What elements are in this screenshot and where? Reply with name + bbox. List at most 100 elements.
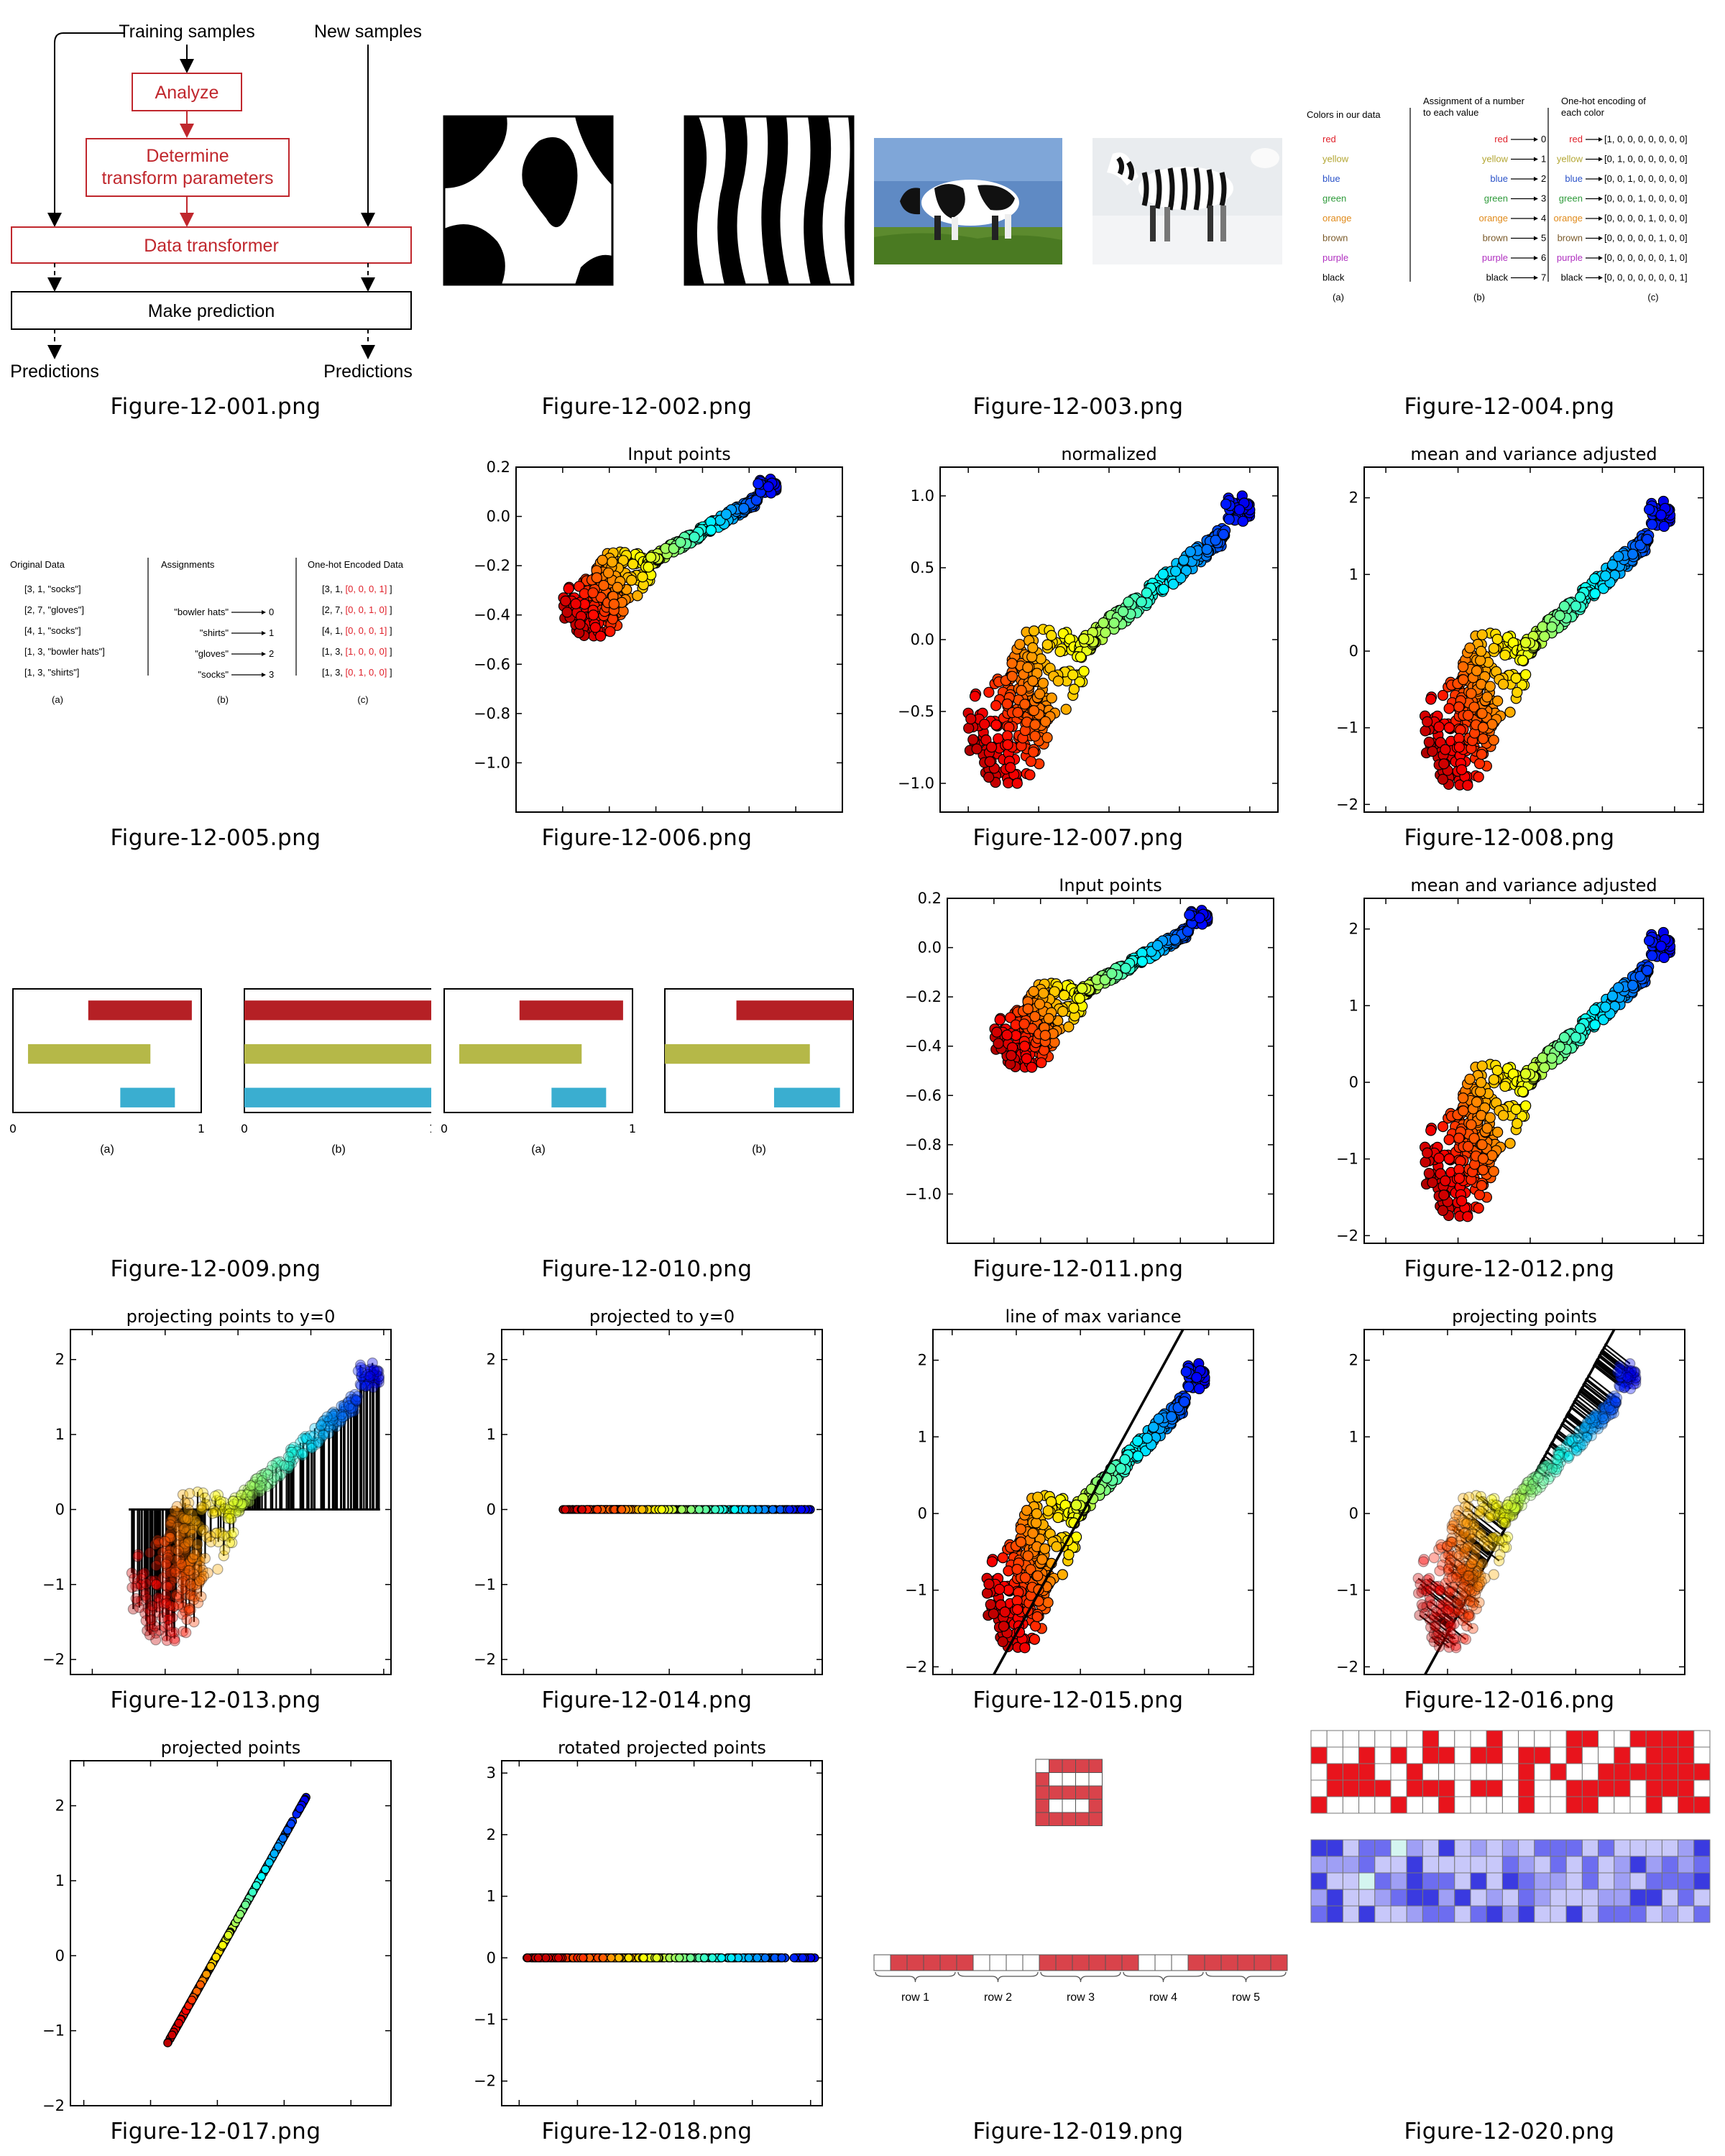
data-point [1527,1478,1538,1490]
data-point [1531,1485,1542,1496]
data-point [1416,1586,1427,1598]
data-point [1456,1515,1468,1526]
data-point [1068,1003,1080,1014]
data-point [1622,1378,1634,1390]
data-point [300,1431,311,1442]
data-point [1463,1491,1475,1503]
data-point [1614,1360,1625,1372]
data-point [1499,1511,1510,1524]
data-point [160,1580,172,1591]
data-point [172,1507,184,1519]
data-point [356,1367,367,1378]
y-tick-label: −0.2 [474,557,510,574]
data-point [689,531,700,543]
data-point [325,1411,336,1423]
data-point [190,1515,201,1526]
data-point [1563,1450,1575,1462]
data-point [234,1502,247,1514]
data-point [1616,1375,1628,1386]
data-point [627,558,639,570]
data-point [146,1614,157,1626]
data-point [1622,1364,1634,1376]
data-point [351,1395,363,1407]
data-point [1463,1541,1474,1552]
data-point [180,1514,192,1526]
data-point [1443,1637,1454,1649]
plot-title: normalized [1061,444,1156,464]
data-point [186,1529,198,1540]
scatter-input-points-2: Input points−1.0−0.8−0.6−0.4−0.20.00.2−1… [905,875,1286,1266]
data-point [1512,1497,1524,1508]
data-point [372,1365,383,1376]
figure-caption: Figure-12-019.png [972,2119,1184,2145]
data-point [1455,1544,1466,1555]
data-point [126,1567,137,1579]
plot-frame [939,466,1279,813]
data-point [183,1603,196,1614]
data-point [1458,1527,1470,1539]
data-point [160,1567,172,1579]
range-bar [244,1087,433,1107]
data-point [285,1447,297,1458]
data-point [224,1930,233,1940]
subcaption-c: (c) [357,694,368,705]
data-point [1463,1529,1475,1541]
data-point [1625,1383,1637,1395]
data-point [1462,1570,1473,1582]
data-point [305,1442,318,1453]
x-tick-label: −2 [1375,1248,1397,1250]
data-point [183,1536,194,1548]
data-point [1551,1464,1563,1475]
data-point [1420,725,1431,737]
data-point [1620,1370,1632,1381]
data-point [1509,1504,1521,1516]
data-point [153,1554,165,1566]
data-point [228,1496,239,1507]
range-bar [244,1000,433,1021]
data-point [1421,1578,1432,1590]
data-point [686,1505,696,1514]
data-point [130,1593,142,1604]
data-point [306,1442,318,1454]
plot-frame [501,1329,823,1675]
y-tick-label: −0.2 [905,988,942,1005]
data-point [1519,1483,1530,1494]
data-point [1476,1060,1488,1072]
data-point [983,1578,995,1590]
y-tick-label: 1 [55,1872,65,1889]
data-point [1627,980,1639,991]
data-point [1625,1366,1637,1378]
x-tick-label: −0.4 [1116,1248,1152,1250]
range-bar [736,1000,853,1021]
data-point [1003,1584,1014,1596]
data-point [1473,1577,1485,1589]
x-tick-label: −2 [941,1680,963,1682]
data-point [1628,1378,1639,1390]
data-point [194,1575,206,1587]
data-point [1450,1640,1461,1651]
figure-caption: Figure-12-001.png [110,394,321,420]
data-point [242,1488,254,1499]
data-point [1546,621,1558,632]
data-point [1439,1552,1451,1564]
data-point [1611,1397,1622,1409]
data-point [232,1496,244,1508]
y-tick-label: 2 [55,1797,65,1815]
range-bar [551,1087,607,1107]
data-point [193,1577,205,1589]
data-point [1619,1381,1631,1392]
data-point [1623,1366,1634,1378]
data-point [162,1613,174,1625]
data-point [1039,1543,1051,1554]
data-point [1482,1541,1494,1552]
data-point [1233,504,1246,515]
data-point [169,1563,181,1575]
data-point [1170,566,1182,577]
data-point [1462,1141,1474,1152]
x-tick-label: −1.0 [544,817,581,819]
data-point [1658,520,1670,533]
data-point [1444,1557,1455,1569]
y-tick-label: 1 [1349,1428,1358,1445]
data-point [205,1536,217,1548]
data-point [1466,1558,1478,1570]
